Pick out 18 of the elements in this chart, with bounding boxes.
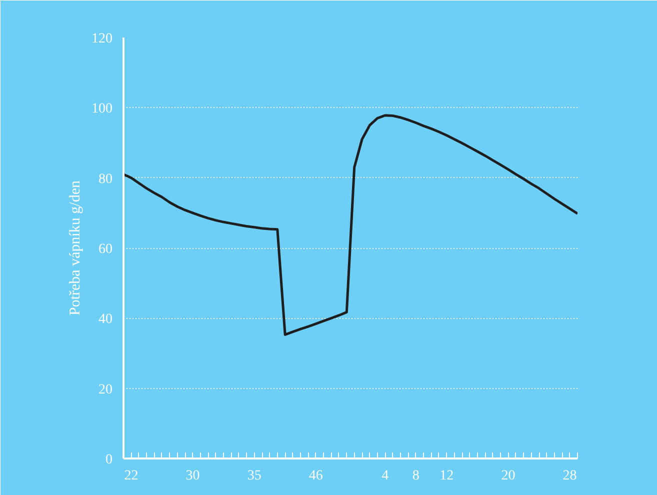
y-tick-label: 60 [98,242,112,257]
y-tick-label: 40 [98,312,112,328]
y-tick-label: 100 [92,102,112,117]
x-tick-label: 28 [562,468,577,484]
y-tick-label: 120 [92,32,112,46]
x-tick-label: 35 [247,468,262,484]
y-axis-title: Potřeba vápníku g/den [68,180,84,316]
x-tick-label: 46 [308,468,323,484]
y-tick-label: 20 [98,382,112,398]
y-tick-label: 80 [98,172,112,187]
x-tick-label: 20 [501,468,516,484]
x-tick-label: 22 [124,468,138,484]
x-tick-label: 4 [382,468,389,484]
x-tick-label: 12 [440,468,454,484]
y-tick-label: 0 [106,452,112,468]
x-tick-label: 30 [186,468,200,484]
x-tick-label: 8 [412,468,420,484]
line-series [124,114,578,336]
